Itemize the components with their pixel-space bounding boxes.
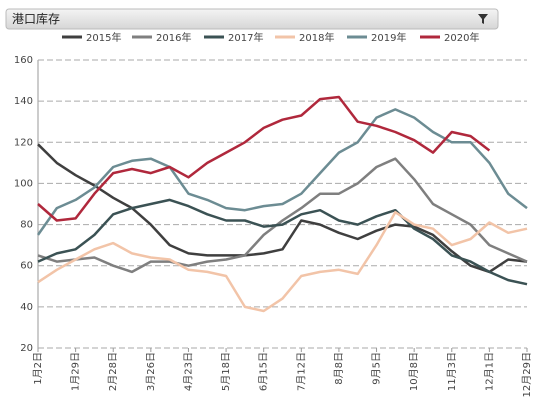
legend-label: 2018年 <box>299 31 334 44</box>
y-tick-label: 20 <box>20 343 33 354</box>
filter-icon[interactable] <box>478 14 488 24</box>
x-tick-label: 7月12日 <box>295 352 307 391</box>
x-tick-label: 2月28日 <box>107 352 119 391</box>
header-title: 港口库存 <box>12 11 60 26</box>
y-tick-label: 100 <box>14 178 33 189</box>
y-tick-label: 160 <box>14 55 33 66</box>
x-tick-label: 1月2日 <box>32 352 44 385</box>
legend-label: 2015年 <box>86 31 121 44</box>
y-tick-label: 40 <box>20 302 33 313</box>
x-tick-label: 11月3日 <box>446 352 458 391</box>
legend-label: 2019年 <box>371 31 406 44</box>
series-line <box>37 157 528 274</box>
x-tick-label: 10月8日 <box>408 352 420 391</box>
header-bar <box>5 8 499 30</box>
x-tick-label: 8月8日 <box>333 352 345 385</box>
x-tick-label: 5月18日 <box>220 352 232 391</box>
x-tick-label: 3月26日 <box>145 352 157 391</box>
series-line <box>37 95 491 222</box>
y-tick-label: 140 <box>14 96 33 107</box>
legend-label: 2017年 <box>228 31 263 44</box>
x-tick-label: 12月1日 <box>483 352 495 391</box>
series-line <box>37 210 528 313</box>
y-tick-label: 120 <box>14 137 33 148</box>
x-tick-label: 9月5日 <box>371 352 383 385</box>
legend-label: 2020年 <box>444 31 479 44</box>
x-tick-label: 6月15日 <box>258 352 270 391</box>
x-tick-label: 4月23日 <box>182 352 194 391</box>
series-line <box>37 143 528 274</box>
x-tick-label: 1月29日 <box>70 352 82 391</box>
legend-label: 2016年 <box>156 31 191 44</box>
series-line <box>37 198 528 286</box>
y-tick-label: 80 <box>20 220 33 231</box>
x-tick-label: 12月29日 <box>521 352 533 397</box>
y-tick-label: 60 <box>20 261 33 272</box>
